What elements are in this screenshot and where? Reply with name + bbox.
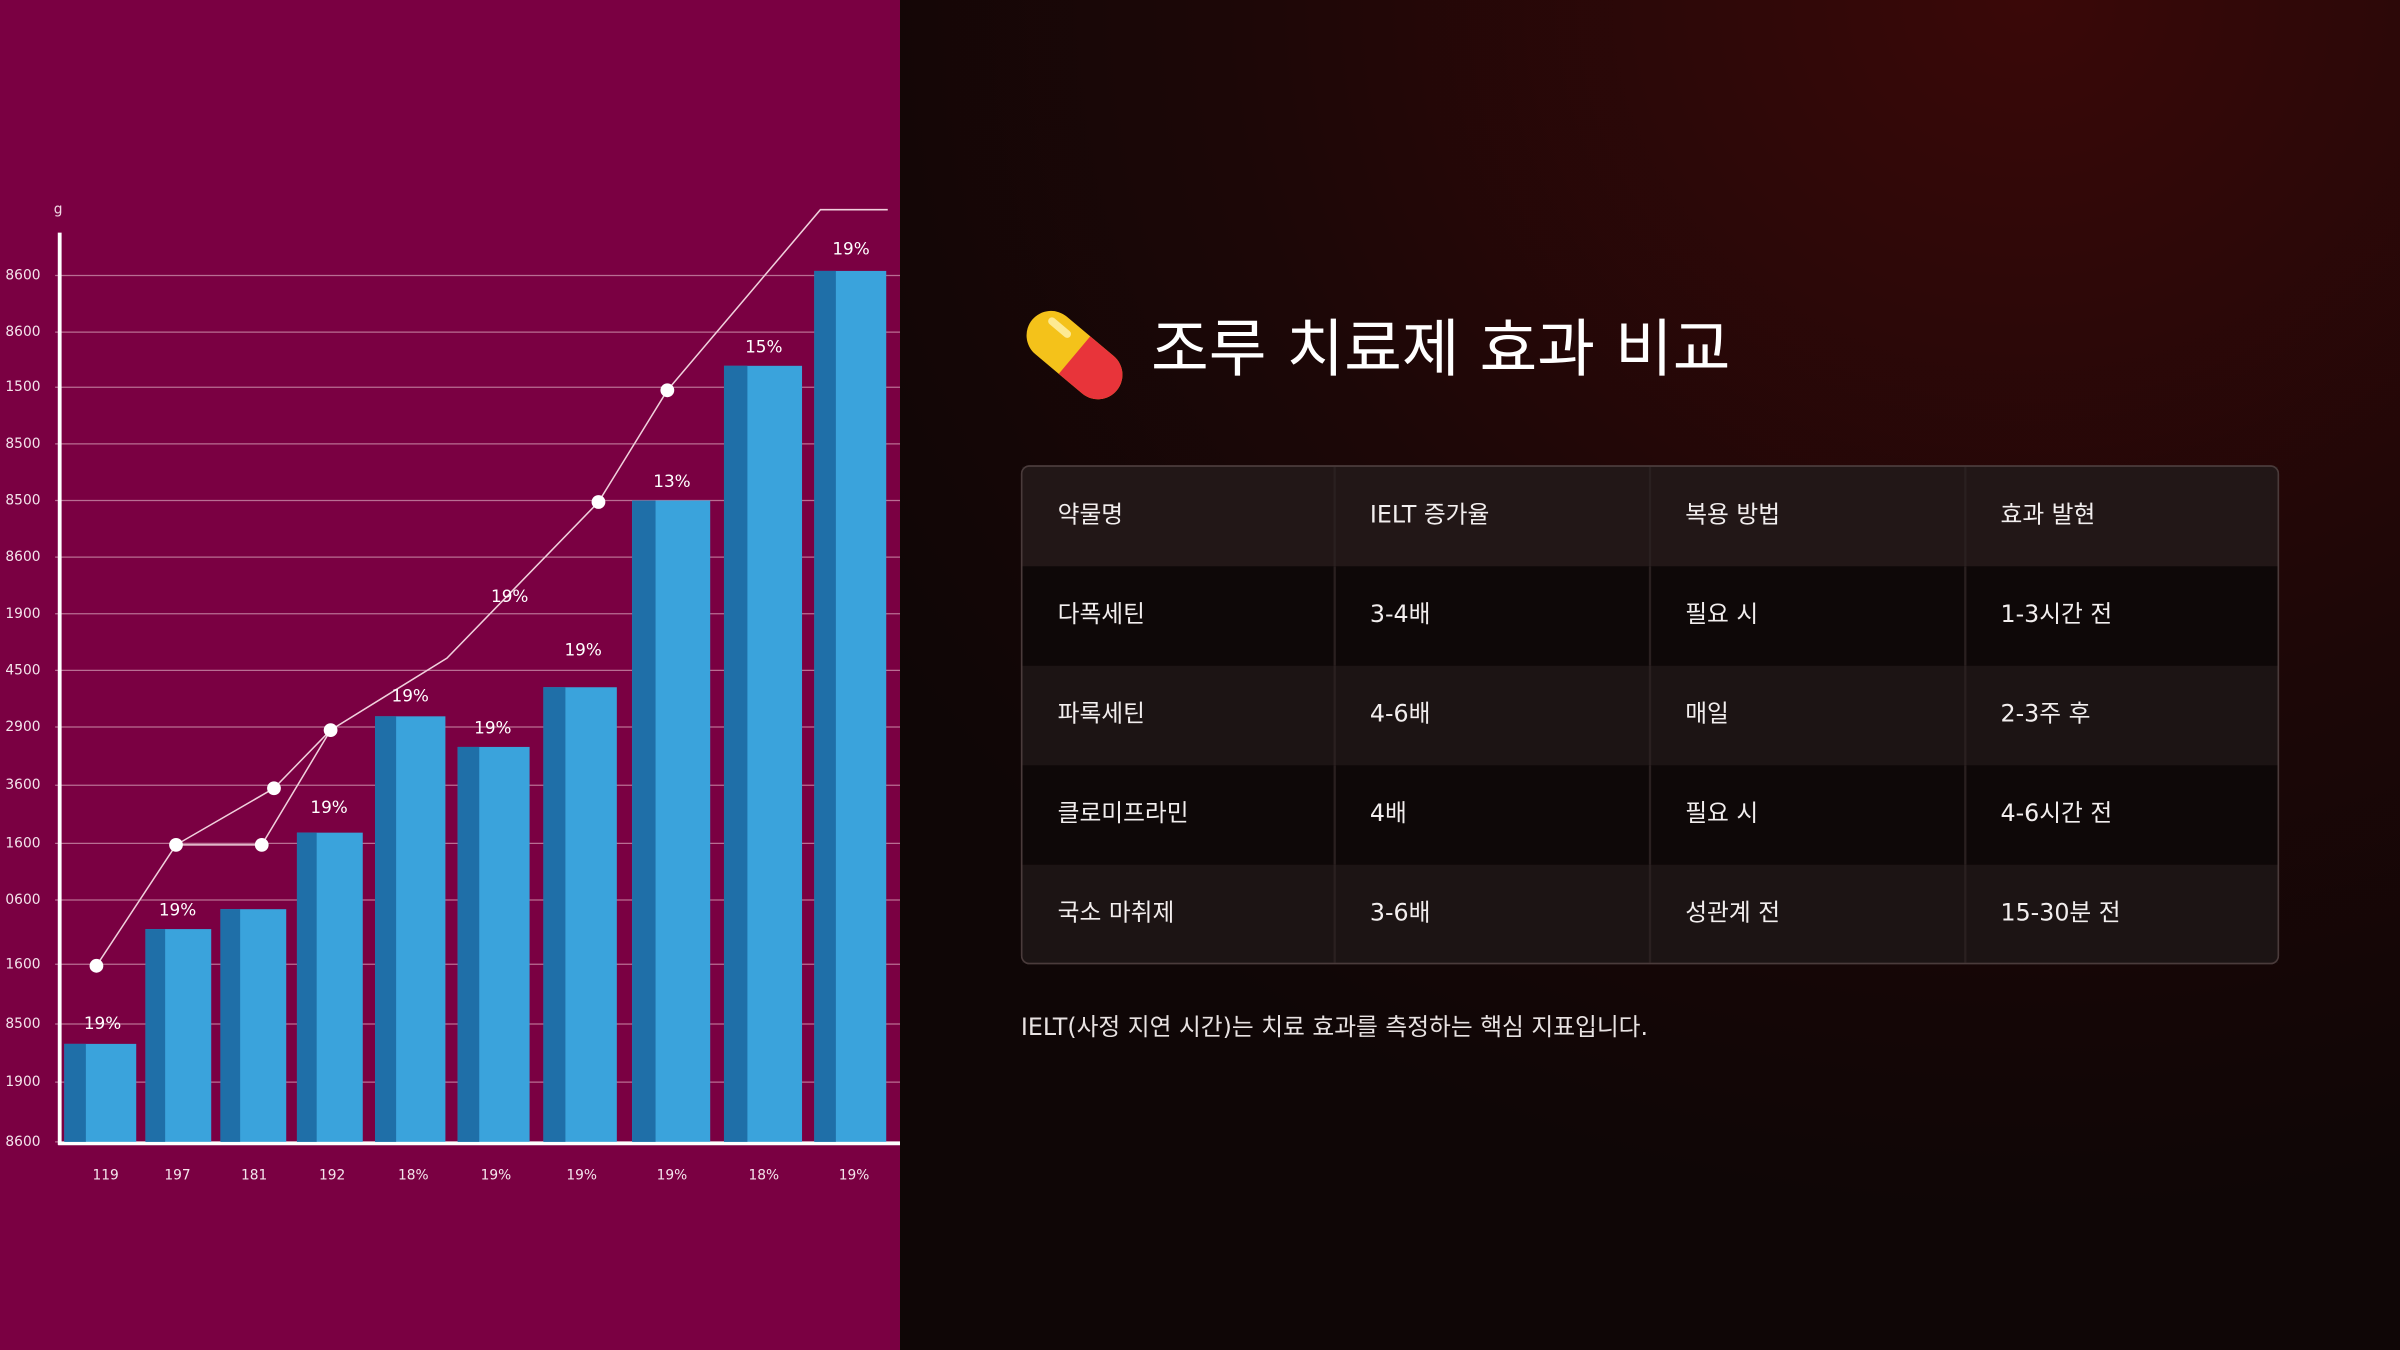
y-label: 8600 — [5, 324, 40, 340]
table-cell: 4-6배 — [1370, 699, 1431, 727]
table-cell: 클로미프라민 — [1058, 799, 1189, 827]
x-label: 119 — [92, 1168, 118, 1184]
table-cell: 3-6배 — [1370, 898, 1431, 926]
x-label: 18% — [748, 1168, 779, 1184]
trend-point — [591, 495, 606, 509]
y-label: 8500 — [5, 1016, 40, 1032]
x-label: 19% — [481, 1168, 512, 1184]
y-label: 3600 — [5, 777, 40, 793]
header-cell: 효과 발현 — [2001, 500, 2096, 528]
bar-label: 19% — [474, 718, 511, 738]
y-label: 8500 — [5, 493, 40, 509]
table-cell: 국소 마취제 — [1058, 898, 1175, 926]
x-label: 19% — [657, 1168, 688, 1184]
trend-point — [89, 958, 104, 973]
y-label: 1500 — [5, 379, 40, 395]
bar-label: 19% — [832, 238, 869, 258]
illustration-bar-shade — [723, 365, 748, 1142]
y-label: 8600 — [5, 549, 40, 565]
x-label: 19% — [566, 1168, 597, 1184]
trend-point — [323, 723, 338, 737]
table-border — [1020, 465, 2280, 965]
illustration-bar-shade — [543, 687, 566, 1142]
bar-label: 13% — [653, 471, 690, 491]
trend-line — [95, 208, 888, 967]
trend-point — [660, 383, 675, 398]
y-label: 1900 — [5, 1074, 40, 1090]
bar-label: 19% — [159, 900, 196, 920]
table-cell: 15-30분 전 — [2001, 898, 2121, 926]
illustration-bar-shade — [220, 909, 241, 1142]
bar-label: 19% — [392, 685, 429, 705]
table-cell: 성관계 전 — [1685, 898, 1780, 926]
illustration-bar-shade — [375, 716, 397, 1142]
y-label: 4500 — [5, 662, 40, 678]
y-label: 8500 — [5, 436, 40, 452]
x-label: 18% — [398, 1168, 429, 1184]
illustration-bar-shade — [814, 270, 836, 1142]
bar-label: 15% — [745, 336, 782, 356]
trend-point — [169, 838, 183, 852]
slide-title: 조루 치료제 효과 비교 — [1151, 313, 1730, 386]
bar-label: 19% — [564, 640, 601, 660]
illustration-bar-shade — [145, 929, 166, 1142]
x-label: 19% — [839, 1168, 870, 1184]
y-label: 2900 — [5, 719, 40, 735]
y-label: 8600 — [5, 268, 40, 284]
trend-point — [267, 781, 281, 796]
header-cell: IELT 증가율 — [1370, 500, 1489, 528]
header-cell: 약물명 — [1058, 500, 1123, 528]
table-cell: 다폭세틴 — [1058, 600, 1145, 628]
table-cell: 필요 시 — [1685, 799, 1758, 827]
table-cell: 4-6시간 전 — [2001, 799, 2113, 827]
illustration-bar-shade — [296, 832, 317, 1142]
y-label: 1600 — [5, 956, 40, 972]
y-label: 8600 — [5, 1134, 40, 1150]
table-cell: 파록세틴 — [1058, 699, 1145, 727]
table-cell: 1-3시간 전 — [2001, 600, 2113, 628]
footnote: IELT(사정 지연 시간)는 치료 효과를 측정하는 핵심 지표입니다. — [1021, 1013, 1648, 1041]
axis-label: g — [54, 202, 63, 218]
pill-icon — [1026, 310, 1123, 400]
table-cell: 필요 시 — [1685, 600, 1758, 628]
table-cell: 매일 — [1685, 699, 1729, 727]
bar-label: 19% — [310, 797, 347, 817]
table-cell: 3-4배 — [1370, 600, 1431, 628]
illustration-bar-shade — [457, 746, 480, 1142]
x-label: 181 — [241, 1168, 267, 1184]
bar-label: 19% — [84, 1013, 121, 1033]
table-cell: 2-3주 후 — [2001, 699, 2091, 727]
bar-label: 19% — [491, 586, 528, 606]
illustration-bar-shade — [64, 1043, 86, 1142]
table-cell: 4배 — [1370, 799, 1407, 827]
y-label: 1900 — [5, 606, 40, 622]
illustration-bar-shade — [632, 500, 656, 1142]
y-label: 1600 — [5, 835, 40, 851]
trend-point — [254, 838, 269, 852]
x-label: 192 — [319, 1168, 345, 1184]
x-label: 197 — [164, 1168, 190, 1184]
y-label: 0600 — [5, 892, 40, 908]
header-cell: 복용 방법 — [1685, 500, 1780, 528]
